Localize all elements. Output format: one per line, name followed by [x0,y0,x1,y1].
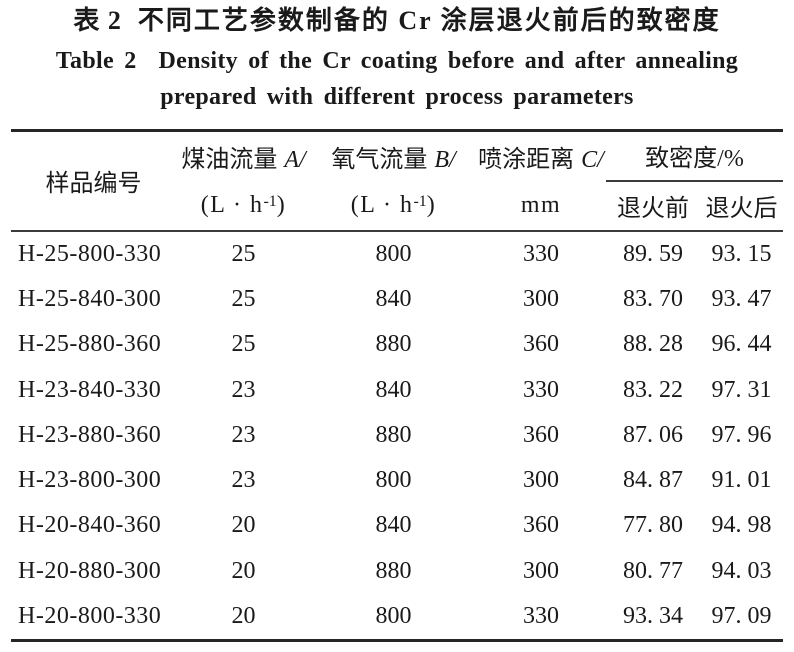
cell-kerosene: 20 [231,512,256,539]
cell-sample-id: H-20-880-300 [18,557,162,584]
cell-kerosene: 23 [231,467,256,494]
table-body: H-25-800-330 25 800 330 89. 59 93. 15 H-… [11,231,783,641]
table-row: H-20-880-300 20 880 300 80. 77 94. 03 [11,549,783,594]
table-row: H-20-840-360 20 840 360 77. 80 94. 98 [11,503,783,548]
unit-superscript: -1 [263,192,277,210]
cell-density-after: 93. 15 [711,240,772,267]
header-kerosene-symbol: A/ [284,146,306,173]
header-oxygen-flow: 氧气流量 B/ [311,131,476,181]
header-distance-symbol: C/ [581,146,604,173]
unit-text: ) [276,191,287,218]
header-before-annealing: 退火前 [606,180,700,232]
cell-oxygen: 880 [375,557,412,584]
table-row: H-23-840-330 23 840 330 83. 22 97. 31 [11,367,783,412]
table-header: 样品编号 煤油流量 A/ 氧气流量 B/ 喷涂距离 C/ 致密度/% (L · h-1… [11,130,784,232]
cell-kerosene: 25 [231,331,256,358]
header-oxygen-unit: (L · h-1) [311,180,476,232]
cell-kerosene: 25 [231,285,256,312]
cell-oxygen: 880 [375,421,412,448]
unit-text: (L · h [200,191,264,218]
caption-en-line1: Table 2 Density of the Cr coating before … [0,43,794,79]
cell-oxygen: 840 [375,285,412,312]
unit-text: (L · h [350,191,414,218]
cell-distance: 360 [523,421,559,448]
header-density-group: 致密度/% [606,130,784,182]
cell-kerosene: 20 [231,603,256,630]
header-distance-unit: mm [476,180,606,232]
cell-kerosene: 25 [231,240,256,267]
header-kerosene-unit: (L · h-1) [176,180,311,232]
cell-distance: 300 [523,285,559,312]
cell-density-after: 93. 47 [711,285,772,312]
cell-sample-id: H-25-800-330 [18,240,162,267]
cell-distance: 330 [523,603,559,630]
cell-kerosene: 23 [231,376,256,403]
cell-distance: 360 [523,512,559,539]
cell-oxygen: 800 [375,467,412,494]
cell-density-before: 89. 59 [623,240,683,267]
cell-density-after: 97. 31 [711,376,772,403]
cell-distance: 330 [523,240,559,267]
table-row: H-25-800-330 25 800 330 89. 59 93. 15 [11,231,783,277]
table-row: H-25-840-300 25 840 300 83. 70 93. 47 [11,277,783,322]
caption-en-text1: Density of the Cr coating before and aft… [158,48,739,74]
header-oxygen-title: 氧气流量 [331,146,428,173]
cell-kerosene: 20 [231,557,256,584]
header-distance-title: 喷涂距离 [478,146,575,173]
table-caption-en: Table 2 Density of the Cr coating before … [0,43,794,115]
cell-density-after: 96. 44 [711,331,772,358]
cell-density-before: 83. 22 [623,376,683,403]
cell-density-before: 77. 80 [623,512,683,539]
table-caption-cn: 表 2 不同工艺参数制备的 Cr 涂层退火前后的致密度 [0,3,794,39]
cell-density-before: 87. 06 [623,421,683,448]
cell-kerosene: 23 [231,421,256,448]
cell-density-before: 88. 28 [623,331,683,358]
cell-sample-id: H-20-800-330 [18,603,162,630]
cell-sample-id: H-20-840-360 [18,512,162,539]
header-row-2: (L · h-1) (L · h-1) mm 退火前 退火后 [11,180,784,232]
caption-en-line2: prepared with different process paramete… [160,84,634,110]
caption-en-label: Table 2 [55,48,137,74]
unit-text: ) [426,191,437,218]
cell-distance: 300 [523,557,559,584]
cell-sample-id: H-25-880-360 [18,331,162,358]
cell-oxygen: 800 [375,240,412,267]
header-after-annealing: 退火后 [700,180,784,232]
cell-density-before: 84. 87 [623,467,683,494]
cell-oxygen: 840 [375,512,412,539]
cell-distance: 330 [523,376,559,403]
table-row: H-20-800-330 20 800 330 93. 34 97. 09 [11,594,783,641]
cell-density-after: 97. 96 [711,421,772,448]
header-oxygen-symbol: B/ [434,146,456,173]
table-row: H-25-880-360 25 880 360 88. 28 96. 44 [11,322,783,367]
cell-density-after: 97. 09 [711,603,772,630]
header-row-1: 样品编号 煤油流量 A/ 氧气流量 B/ 喷涂距离 C/ 致密度/% [11,130,784,232]
caption-cn-text: 不同工艺参数制备的 Cr 涂层退火前后的致密度 [137,6,721,35]
cell-density-after: 94. 03 [711,557,772,584]
table-row: H-23-880-360 23 880 360 87. 06 97. 96 [11,413,783,458]
cell-oxygen: 840 [375,376,412,403]
header-sample-id: 样品编号 [11,130,176,232]
cell-sample-id: H-23-800-300 [18,467,162,494]
cell-oxygen: 880 [375,331,412,358]
cell-distance: 360 [523,331,559,358]
cell-sample-id: H-23-840-330 [18,376,162,403]
cell-density-before: 93. 34 [623,603,683,630]
cell-distance: 300 [523,467,559,494]
table-row: H-23-800-300 23 800 300 84. 87 91. 01 [11,458,783,503]
cell-sample-id: H-25-840-300 [18,285,162,312]
header-kerosene-title: 煤油流量 [181,146,278,173]
cell-sample-id: H-23-880-360 [18,421,162,448]
cell-density-after: 94. 98 [711,512,772,539]
cell-oxygen: 800 [375,603,412,630]
header-kerosene-flow: 煤油流量 A/ [176,131,311,181]
density-table: 样品编号 煤油流量 A/ 氧气流量 B/ 喷涂距离 C/ 致密度/% (L · h-1… [11,129,784,643]
cell-density-before: 80. 77 [623,557,683,584]
header-spray-distance: 喷涂距离 C/ [476,131,606,181]
cell-density-before: 83. 70 [623,285,683,312]
cell-density-after: 91. 01 [711,467,772,494]
unit-superscript: -1 [413,192,427,210]
caption-cn-label: 表 2 [73,6,122,35]
